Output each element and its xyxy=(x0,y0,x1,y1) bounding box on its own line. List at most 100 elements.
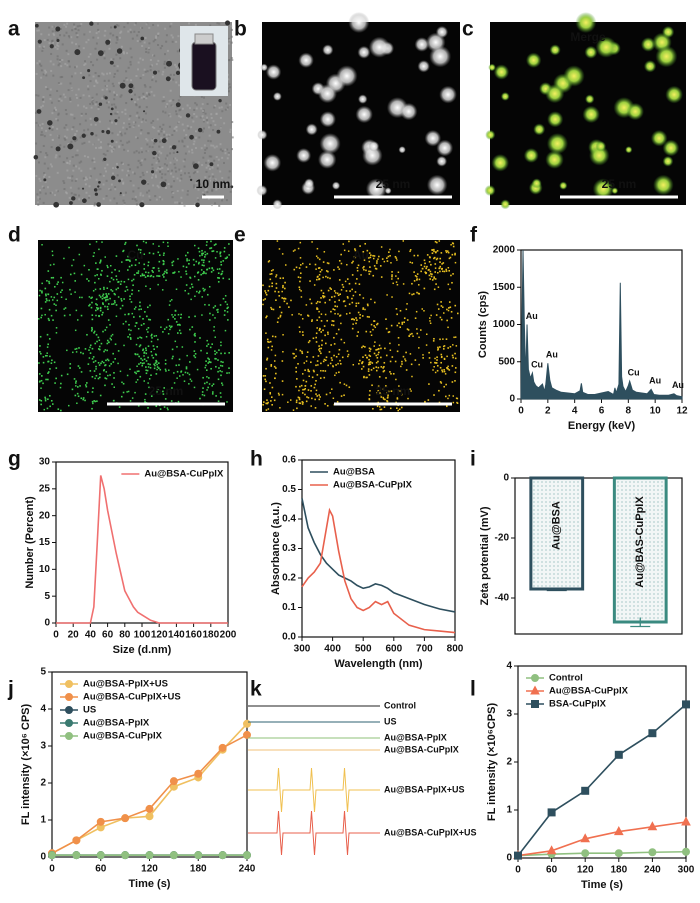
element-signal xyxy=(109,374,111,376)
element-signal xyxy=(281,393,284,396)
element-signal xyxy=(423,310,425,312)
texture xyxy=(145,106,148,109)
texture xyxy=(91,101,94,104)
element-signal xyxy=(45,354,47,357)
texture xyxy=(113,64,116,67)
element-signal xyxy=(433,394,435,396)
texture xyxy=(35,174,38,177)
element-signal xyxy=(263,388,266,391)
element-signal xyxy=(400,365,402,368)
element-signal xyxy=(330,324,333,326)
element-signal xyxy=(147,264,149,267)
element-signal xyxy=(89,303,91,306)
element-signal xyxy=(397,277,399,280)
element-signal xyxy=(447,283,450,286)
element-signal xyxy=(373,320,376,322)
texture xyxy=(198,136,201,139)
texture xyxy=(89,117,92,120)
texture xyxy=(139,57,142,60)
texture xyxy=(61,59,64,62)
texture xyxy=(186,104,189,107)
texture xyxy=(229,128,232,131)
element-signal xyxy=(299,349,302,352)
element-signal xyxy=(325,356,328,359)
element-signal xyxy=(84,348,87,350)
texture xyxy=(64,96,67,99)
element-signal xyxy=(456,312,459,315)
element-signal xyxy=(135,372,137,375)
element-signal xyxy=(389,254,391,257)
element-signal xyxy=(135,343,138,346)
element-signal xyxy=(409,261,411,264)
element-signal xyxy=(226,256,228,259)
texture xyxy=(211,166,214,169)
element-signal xyxy=(213,329,215,332)
element-signal xyxy=(55,332,58,334)
element-signal xyxy=(200,269,203,271)
element-signal xyxy=(77,386,79,388)
element-signal xyxy=(143,358,146,361)
texture xyxy=(155,80,158,83)
texture xyxy=(117,24,120,27)
element-signal xyxy=(415,275,418,278)
element-signal xyxy=(158,260,161,263)
element-signal xyxy=(446,319,448,322)
element-signal xyxy=(295,370,297,373)
element-signal xyxy=(282,277,285,279)
element-signal xyxy=(60,276,62,279)
element-signal xyxy=(416,328,418,330)
texture xyxy=(228,83,231,86)
element-signal xyxy=(137,270,140,272)
particle xyxy=(195,202,200,208)
texture xyxy=(127,66,130,69)
element-signal xyxy=(106,305,109,308)
x-tick-label: 12 xyxy=(676,406,688,417)
element-signal xyxy=(346,350,349,352)
texture xyxy=(139,132,142,135)
element-signal xyxy=(378,255,380,258)
element-signal xyxy=(186,259,188,262)
element-signal xyxy=(188,316,190,318)
element-signal xyxy=(417,254,419,257)
texture xyxy=(201,164,204,167)
element-signal xyxy=(201,254,203,256)
particle xyxy=(662,139,680,157)
element-signal xyxy=(98,248,100,251)
texture xyxy=(144,112,147,115)
texture xyxy=(228,90,231,93)
element-signal xyxy=(220,352,222,355)
element-signal xyxy=(165,326,168,329)
particle xyxy=(424,129,442,147)
texture xyxy=(147,51,150,54)
texture xyxy=(43,72,46,75)
x-tick-label: 8 xyxy=(626,406,632,417)
element-signal xyxy=(197,271,200,273)
texture xyxy=(124,132,127,135)
texture xyxy=(67,176,70,179)
texture xyxy=(58,59,61,62)
texture xyxy=(178,202,181,205)
texture xyxy=(132,121,135,124)
particle xyxy=(662,155,674,167)
element-signal xyxy=(226,303,229,306)
series-line xyxy=(517,850,687,857)
texture xyxy=(57,112,60,115)
texture xyxy=(102,73,105,76)
element-signal xyxy=(171,314,173,316)
element-signal xyxy=(327,289,330,292)
particle xyxy=(298,52,314,68)
texture xyxy=(230,25,233,28)
element-signal xyxy=(365,376,368,379)
x-tick-label: 60 xyxy=(102,630,114,641)
element-signal xyxy=(316,300,319,303)
element-signal xyxy=(104,256,106,258)
element-signal xyxy=(96,340,98,343)
element-signal xyxy=(93,330,96,333)
texture xyxy=(90,106,93,109)
texture xyxy=(38,197,41,200)
element-signal xyxy=(138,308,140,311)
texture xyxy=(230,57,233,60)
element-signal xyxy=(338,259,341,262)
texture xyxy=(95,93,98,96)
texture xyxy=(104,29,107,32)
